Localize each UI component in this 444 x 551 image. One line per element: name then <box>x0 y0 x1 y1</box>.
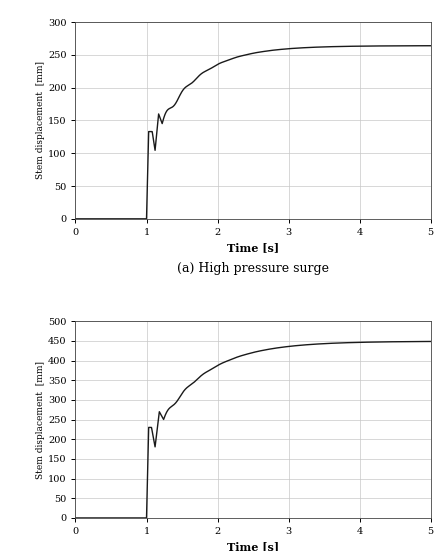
X-axis label: Time [s]: Time [s] <box>227 242 279 253</box>
Y-axis label: Stem displacement  [mm]: Stem displacement [mm] <box>36 360 45 479</box>
Text: (a) High pressure surge: (a) High pressure surge <box>177 262 329 275</box>
Y-axis label: Stem displacement  [mm]: Stem displacement [mm] <box>36 61 45 180</box>
X-axis label: Time [s]: Time [s] <box>227 542 279 551</box>
